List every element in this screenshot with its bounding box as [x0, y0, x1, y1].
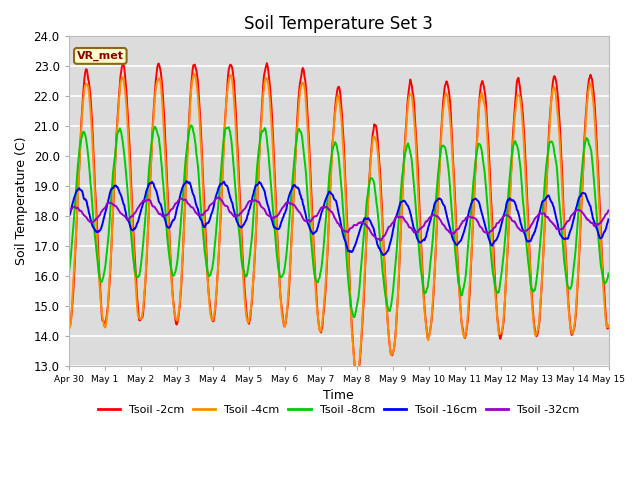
- Tsoil -16cm: [186, 180, 193, 185]
- Y-axis label: Soil Temperature (C): Soil Temperature (C): [15, 136, 28, 265]
- Tsoil -8cm: [406, 146, 413, 152]
- Line: Tsoil -8cm: Tsoil -8cm: [68, 125, 609, 317]
- Tsoil -2cm: [605, 324, 612, 329]
- Text: VR_met: VR_met: [77, 51, 124, 61]
- Tsoil -32cm: [406, 225, 413, 230]
- Tsoil -4cm: [190, 71, 198, 77]
- Tsoil -16cm: [214, 186, 222, 192]
- Tsoil -2cm: [406, 82, 413, 88]
- Tsoil -16cm: [605, 216, 612, 222]
- Tsoil -8cm: [65, 271, 72, 277]
- Tsoil -8cm: [350, 314, 358, 320]
- Tsoil -4cm: [214, 264, 222, 269]
- Tsoil -16cm: [130, 226, 138, 231]
- Tsoil -32cm: [185, 202, 193, 207]
- Tsoil -2cm: [65, 324, 72, 329]
- Tsoil -2cm: [214, 275, 221, 280]
- Tsoil -32cm: [65, 207, 72, 213]
- Tsoil -8cm: [605, 271, 612, 276]
- Tsoil -32cm: [75, 206, 83, 212]
- Tsoil -4cm: [130, 252, 138, 258]
- Tsoil -16cm: [380, 252, 387, 258]
- Tsoil -4cm: [422, 316, 429, 322]
- X-axis label: Time: Time: [323, 389, 354, 402]
- Tsoil -32cm: [215, 194, 223, 200]
- Tsoil -4cm: [605, 322, 612, 328]
- Tsoil -16cm: [183, 178, 191, 184]
- Tsoil -16cm: [75, 186, 83, 192]
- Tsoil -4cm: [65, 325, 72, 331]
- Line: Tsoil -32cm: Tsoil -32cm: [68, 197, 609, 240]
- Tsoil -32cm: [214, 195, 221, 201]
- Tsoil -8cm: [188, 122, 195, 128]
- Line: Tsoil -16cm: Tsoil -16cm: [68, 181, 609, 255]
- Tsoil -16cm: [65, 214, 72, 220]
- Line: Tsoil -2cm: Tsoil -2cm: [68, 63, 609, 384]
- Tsoil -2cm: [185, 121, 193, 127]
- Tsoil -4cm: [406, 92, 413, 97]
- Tsoil -8cm: [75, 156, 83, 162]
- Tsoil -32cm: [130, 211, 138, 217]
- Tsoil -2cm: [353, 381, 361, 386]
- Title: Soil Temperature Set 3: Soil Temperature Set 3: [244, 15, 433, 33]
- Tsoil -8cm: [185, 130, 193, 136]
- Tsoil -2cm: [130, 240, 138, 246]
- Tsoil -16cm: [406, 207, 413, 213]
- Tsoil -8cm: [422, 289, 429, 295]
- Tsoil -8cm: [214, 204, 222, 210]
- Tsoil -32cm: [605, 207, 612, 213]
- Line: Tsoil -4cm: Tsoil -4cm: [68, 74, 609, 375]
- Tsoil -8cm: [130, 262, 138, 268]
- Tsoil -32cm: [422, 219, 429, 225]
- Tsoil -16cm: [422, 235, 429, 241]
- Tsoil -4cm: [185, 127, 193, 132]
- Tsoil -2cm: [75, 180, 83, 186]
- Tsoil -2cm: [422, 313, 429, 319]
- Tsoil -32cm: [377, 238, 385, 243]
- Legend: Tsoil -2cm, Tsoil -4cm, Tsoil -8cm, Tsoil -16cm, Tsoil -32cm: Tsoil -2cm, Tsoil -4cm, Tsoil -8cm, Tsoi…: [93, 400, 584, 420]
- Tsoil -4cm: [353, 372, 361, 378]
- Tsoil -2cm: [263, 60, 271, 66]
- Tsoil -4cm: [75, 183, 83, 189]
